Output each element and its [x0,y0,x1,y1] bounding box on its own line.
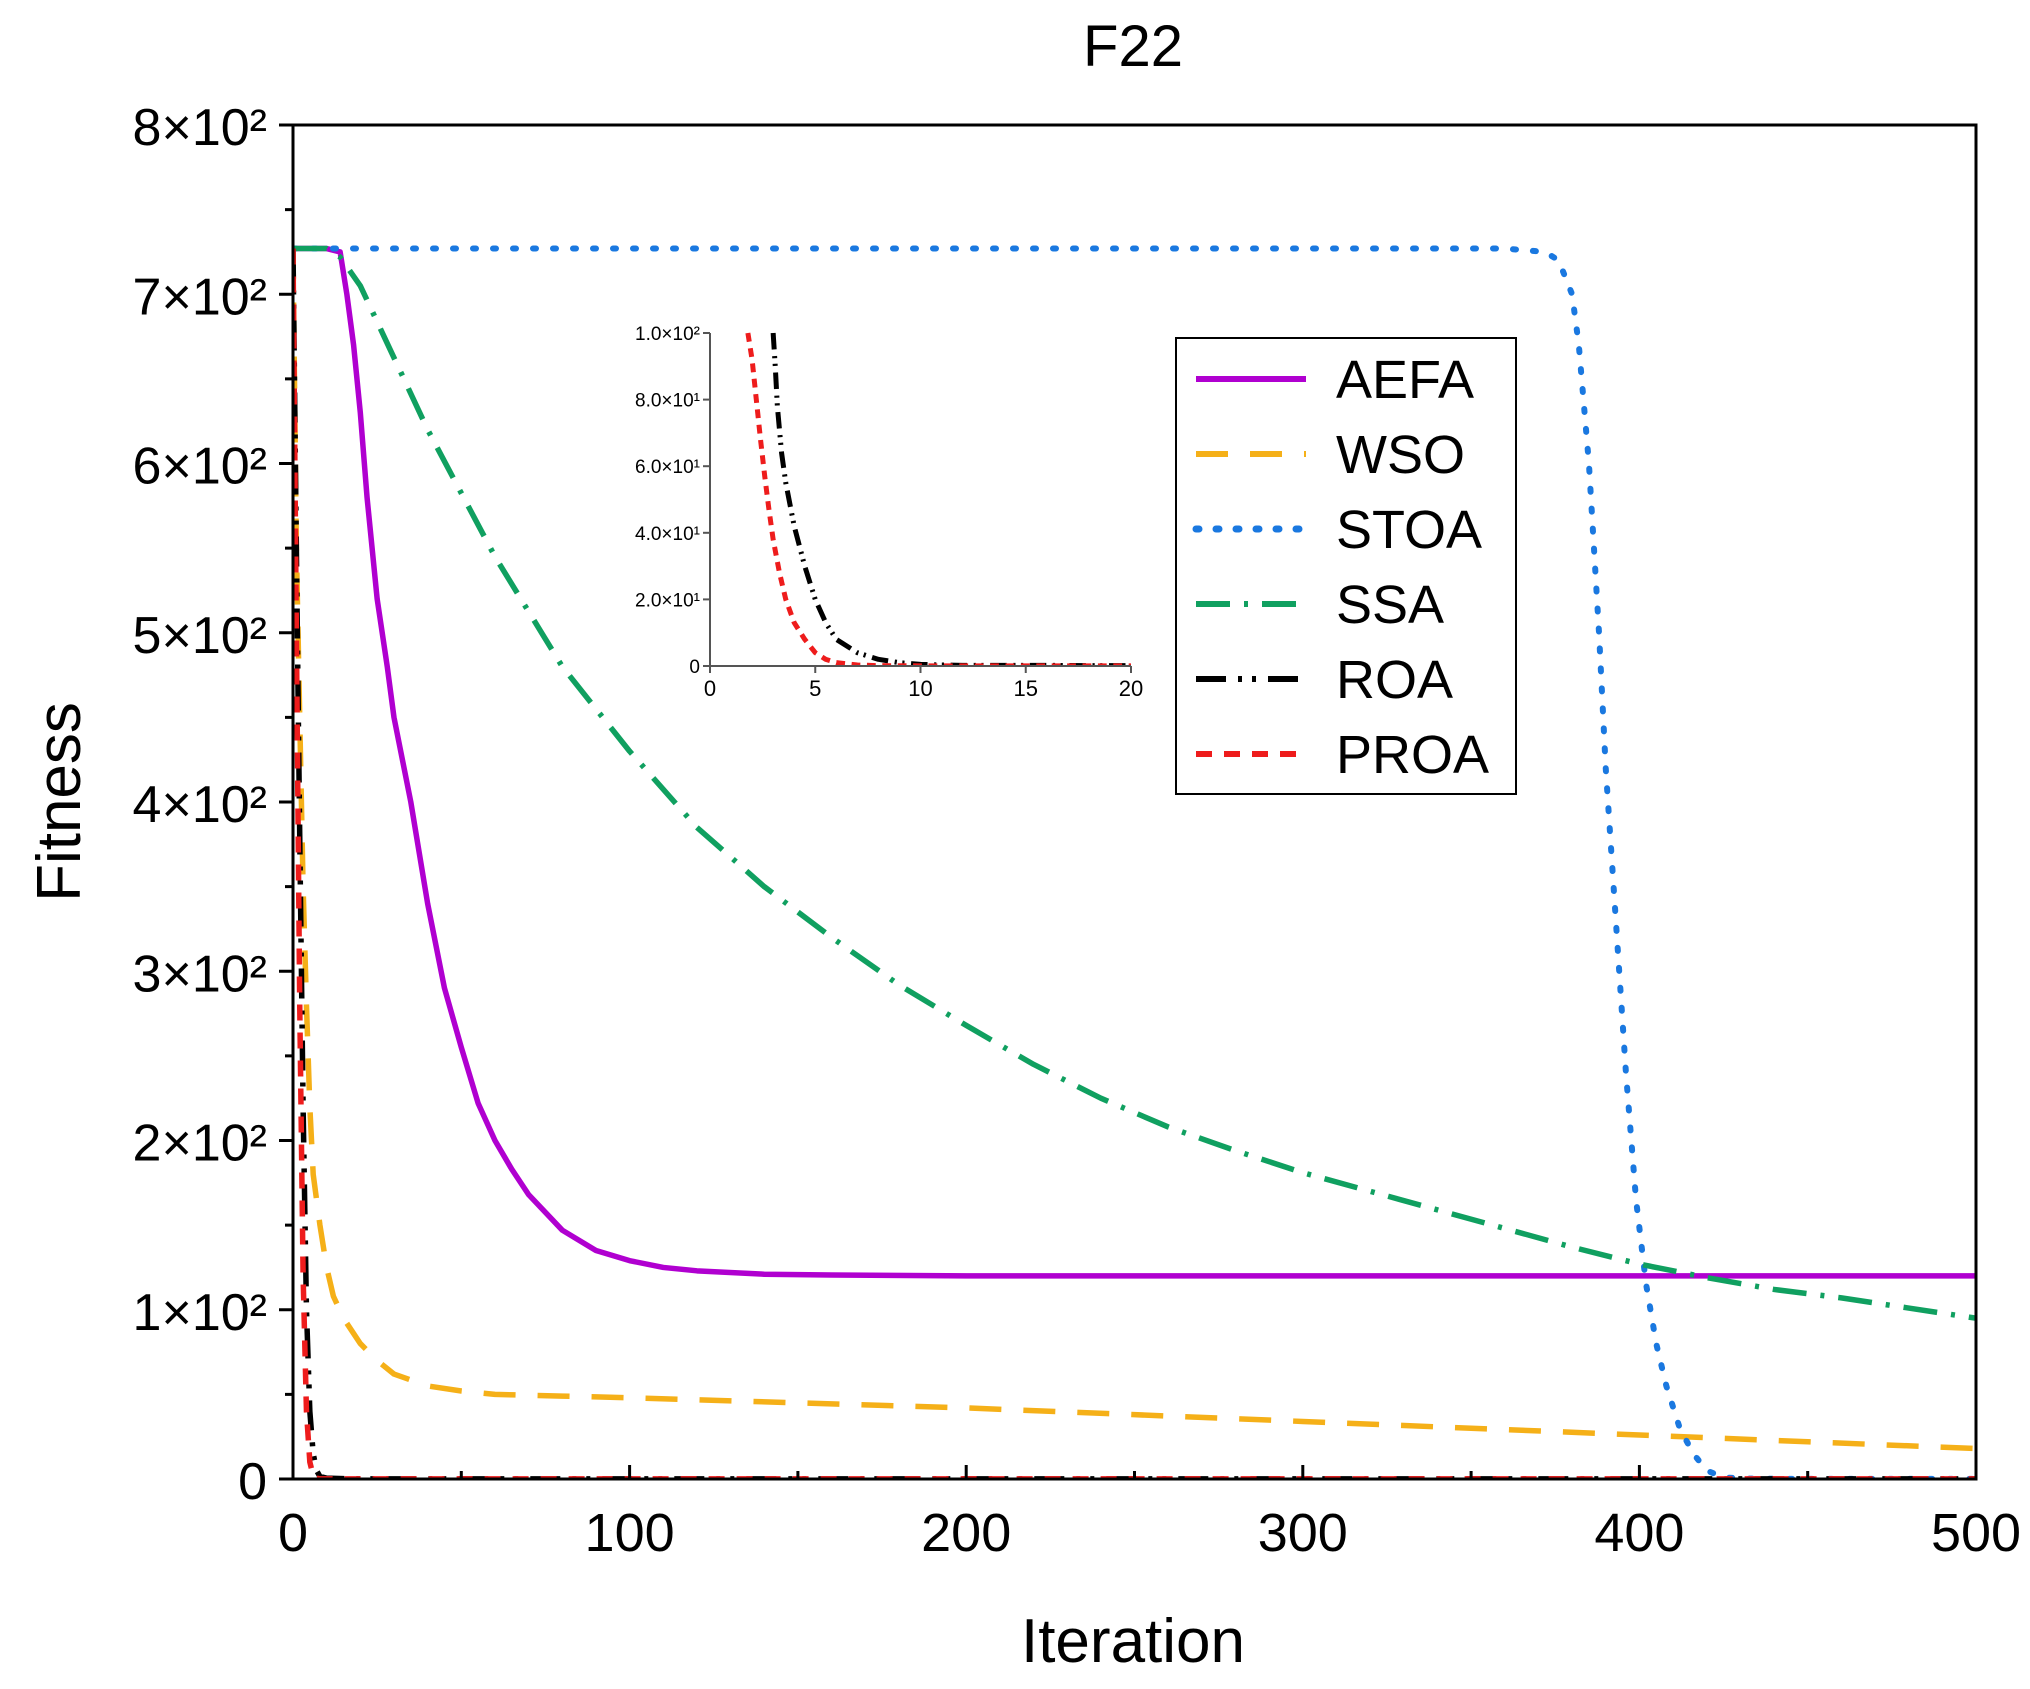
series-line-roa [293,248,1976,1479]
inset-plot-area: 0 5 10 15 20 0 2.0×10¹ 4.0×10¹ 6.0×10¹ 8.0×10¹ 1.0… [635,324,1143,701]
legend: AEFA WSO STOA SSA ROA PROA [1175,337,1517,795]
x-axis-label: Iteration [1021,1607,1245,1676]
y-tick-label: 0 [238,1453,267,1511]
legend-label-wso: WSO [1336,425,1465,485]
legend-label-aefa: AEFA [1336,350,1474,410]
legend-box [1175,337,1517,795]
legend-label-ssa: SSA [1336,575,1444,635]
main-plot-area: 0 100 200 300 400 50001×10²2×10²3×10²4×10²5×1… [133,99,2022,1563]
inset-x-tick-label: 15 [1014,676,1038,701]
y-tick-label: 3×10² [133,945,267,1003]
inset-y-tick-label: 8.0×10¹ [635,391,700,412]
x-tick-label: 300 [1258,1503,1348,1563]
series-line-aefa [293,245,1976,1279]
inset-x-tick-label: 20 [1119,676,1143,701]
legend-label-stoa: STOA [1336,500,1482,560]
x-tick-label: 100 [585,1503,675,1563]
y-tick-label: 6×10² [133,438,267,496]
y-tick-label: 8×10² [133,99,267,157]
inset-series-line-proa [745,332,1131,666]
inset-y-tick-label: 1.0×10² [635,324,700,345]
inset-y-tick-label: 4.0×10¹ [635,524,700,545]
y-axis-label: Fitness [25,702,94,902]
y-tick-label: 2×10² [133,1115,267,1173]
inset-series-line-roa [770,332,1131,666]
x-tick-label: 400 [1594,1503,1684,1563]
legend-label-proa: PROA [1336,725,1489,785]
series-line-proa [293,248,1976,1479]
x-tick-label: 200 [921,1503,1011,1563]
inset-x-tick-label: 0 [704,676,716,701]
legend-label-roa: ROA [1336,650,1453,710]
y-tick-label: 4×10² [133,776,267,834]
series-line-ssa [293,245,1976,1321]
x-tick-label: 0 [278,1503,308,1563]
chart-title: F22 [1083,14,1183,79]
inset-x-tick-label: 10 [908,676,932,701]
inset-x-tick-label: 5 [809,676,821,701]
x-tick-label: 500 [1931,1503,2021,1563]
series-line-wso [293,248,1976,1452]
y-tick-label: 5×10² [133,607,267,665]
inset-y-tick-label: 0 [689,657,700,678]
inset-y-tick-label: 2.0×10¹ [635,590,700,611]
series-line-stoa [293,245,1976,1479]
inset-y-tick-label: 6.0×10¹ [635,457,700,478]
y-tick-label: 7×10² [133,268,267,326]
y-tick-label: 1×10² [133,1284,267,1342]
